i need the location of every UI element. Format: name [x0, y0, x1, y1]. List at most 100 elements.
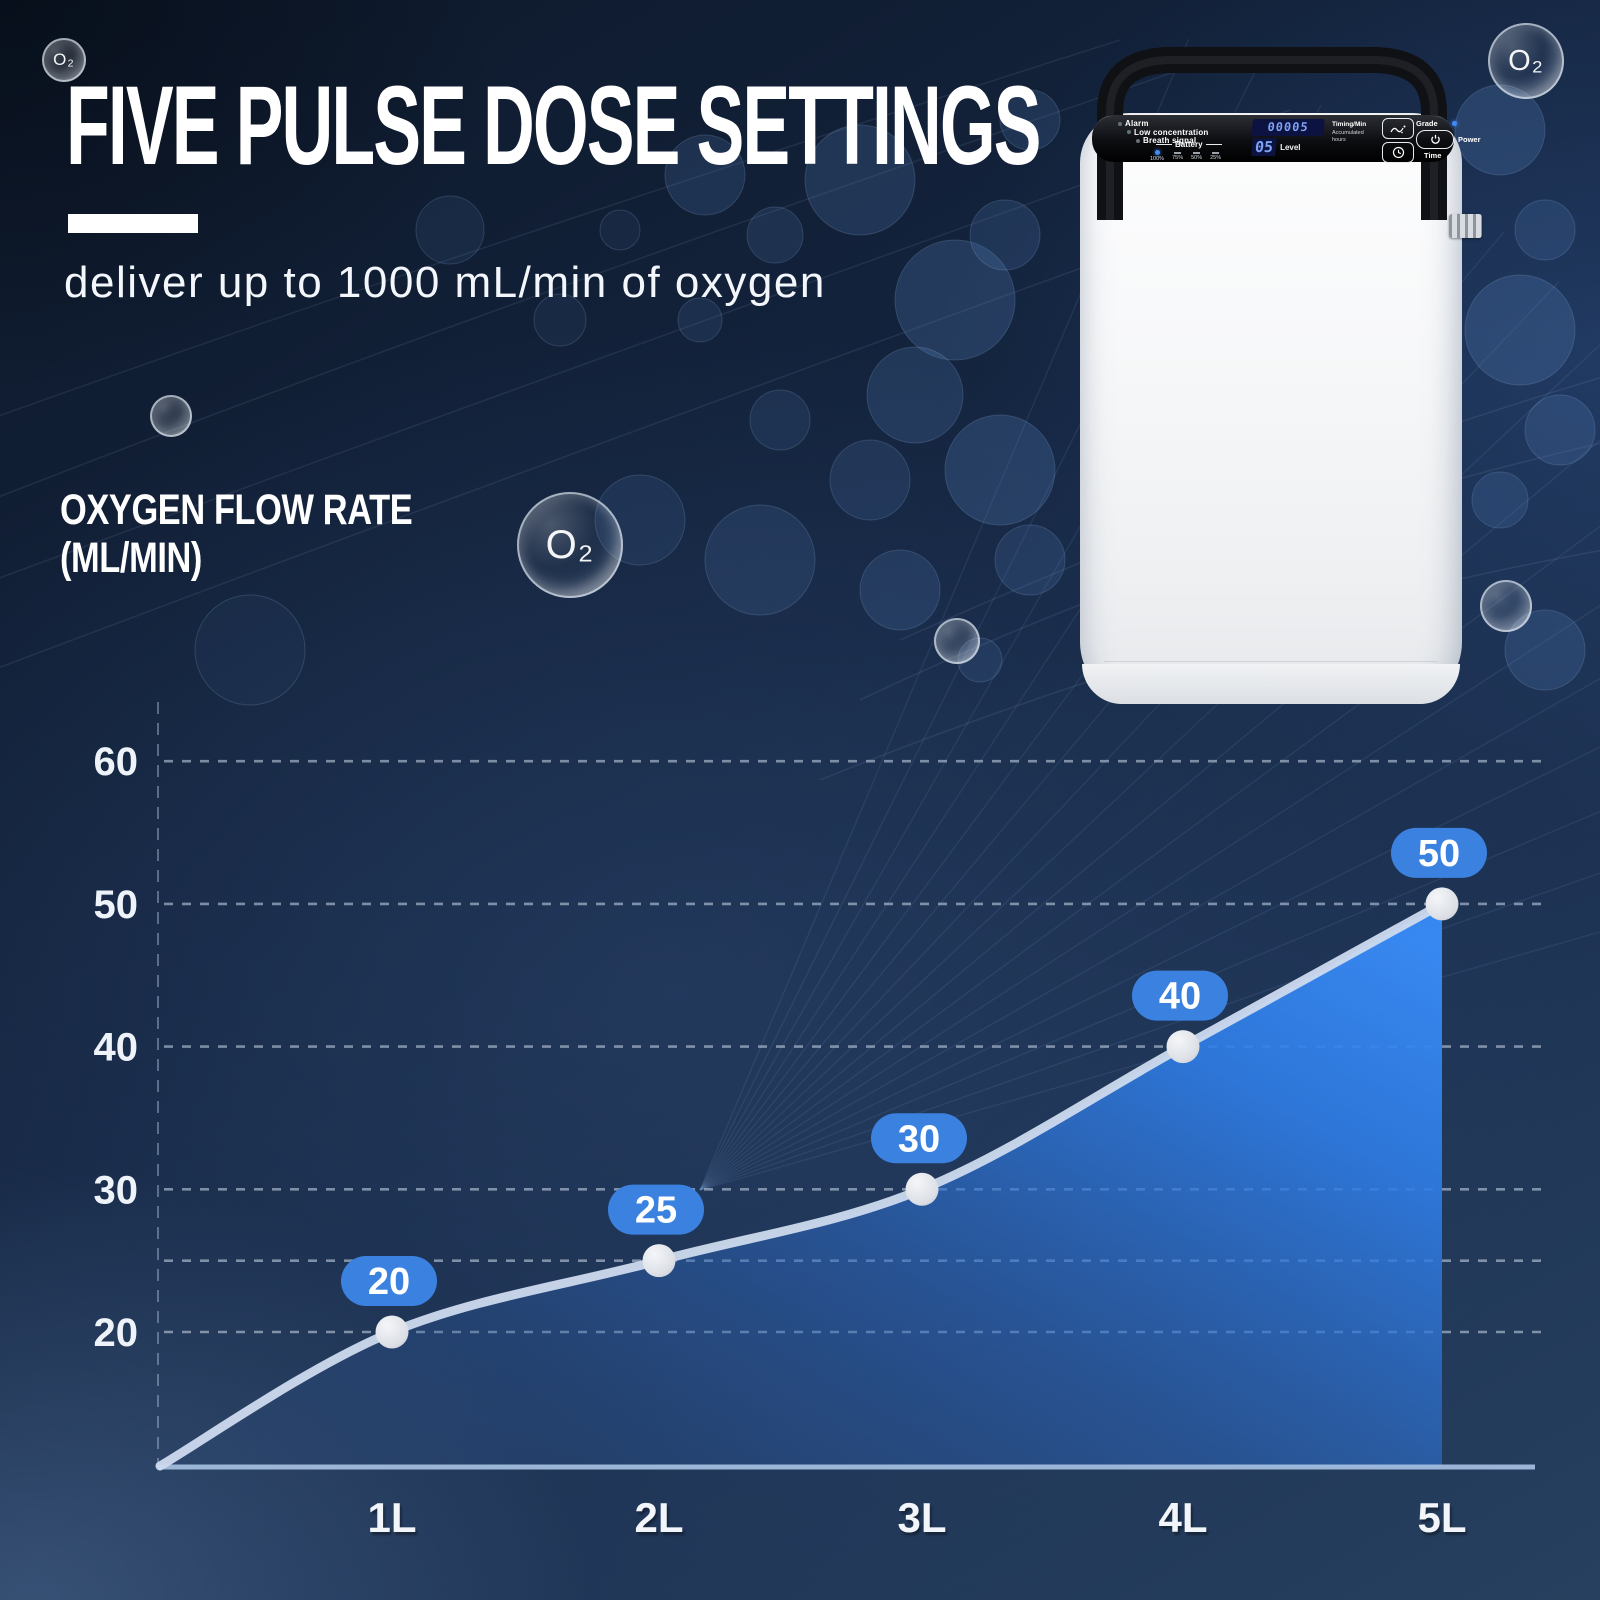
battery-level: 25% — [1210, 151, 1222, 161]
bubble-blob — [704, 504, 816, 616]
ray-line — [699, 525, 1600, 1191]
oxygen-concentrator: Alarm Low concentration Breath signal Batt… — [1060, 28, 1484, 718]
x-tick-label: 5L — [1417, 1494, 1466, 1541]
battery-tick — [1212, 151, 1220, 154]
y-tick-label: 40 — [94, 1026, 139, 1070]
point-badge — [871, 1113, 967, 1164]
battery-level-label: 100% — [1150, 156, 1165, 162]
battery-tick — [1174, 151, 1182, 154]
ray-line — [699, 810, 1600, 1191]
ray-line — [699, 677, 1600, 1191]
battery-level-label: 75% — [1172, 154, 1184, 161]
battery-bracket — [1156, 144, 1172, 145]
x-tick-label: 1L — [367, 1494, 416, 1541]
battery-level: 100% — [1150, 150, 1164, 162]
bubble-blob — [1524, 394, 1596, 466]
battery-indicator: Battery — [1156, 140, 1222, 149]
device-base — [1082, 664, 1460, 704]
y-tick-label: 50 — [94, 883, 139, 927]
anion-icon — [1390, 125, 1406, 133]
hours-label: Accumulated hours — [1332, 130, 1364, 143]
battery-level-label: 50% — [1191, 154, 1203, 161]
bubble-blob — [829, 439, 911, 521]
timer-button[interactable] — [1382, 142, 1414, 163]
data-point — [1166, 1030, 1200, 1064]
bubble-blob — [194, 594, 306, 706]
chart-axis-caption-line1: OXYGEN FLOW RATE — [60, 486, 413, 534]
data-point — [375, 1315, 409, 1349]
battery-levels: 100% 75% 50% 25% — [1150, 150, 1221, 162]
page-title: FIVE PULSE DOSE SETTINGS — [66, 63, 1041, 188]
bubble-blob — [1454, 84, 1546, 176]
point-badge — [341, 1256, 437, 1306]
device-base-seam — [1104, 661, 1438, 662]
point-badge — [608, 1184, 704, 1235]
bubble-decor — [1480, 580, 1532, 632]
wave-line — [0, 39, 1121, 417]
anion-button[interactable] — [1382, 118, 1414, 139]
bubble-blob — [866, 346, 964, 444]
indicator-alarm: Alarm — [1118, 119, 1149, 128]
device-body — [1080, 113, 1462, 704]
chart-axis-caption: OXYGEN FLOW RATE (ML/MIN) — [60, 486, 413, 582]
bubble-blob — [999, 89, 1061, 151]
bubble-blob — [746, 206, 804, 264]
area-fill — [160, 903, 1442, 1467]
timing-label: Timing/Min — [1332, 121, 1367, 128]
bubble-blob — [969, 199, 1041, 271]
point-badge-label: 25 — [635, 1190, 677, 1232]
title-underline — [68, 214, 198, 233]
power-button[interactable] — [1416, 130, 1454, 149]
bubble-blob — [804, 124, 916, 236]
o2-bubble-label: O₂ — [53, 50, 75, 69]
display-level-value: 05 — [1251, 138, 1278, 156]
power-controls: Grade Power Time — [1416, 116, 1496, 160]
o2-bubble-icon: O₂ — [1488, 23, 1564, 99]
panel-buttons — [1382, 118, 1414, 163]
bubble-blob — [944, 414, 1056, 526]
o2-bubble-icon: O₂ — [517, 492, 623, 598]
wave-line — [0, 109, 1291, 579]
point-badge — [1391, 827, 1487, 878]
y-tick-label: 20 — [94, 1311, 139, 1355]
indicator-label: Breath signal — [1143, 136, 1197, 145]
x-tick-label: 2L — [634, 1494, 683, 1541]
digital-display: 00005 05 Level — [1251, 119, 1325, 159]
point-badge-label: 30 — [898, 1118, 940, 1160]
indicator-low-concentration: Low concentration — [1127, 128, 1209, 137]
bubble-blob — [994, 524, 1066, 596]
battery-led — [1154, 150, 1160, 155]
bubble-blob — [594, 474, 686, 566]
bubble-blob — [664, 134, 746, 216]
point-badge-label: 50 — [1418, 833, 1460, 875]
oxygen-outlet-nozzle — [1449, 214, 1482, 238]
bubble-blob — [1464, 274, 1576, 386]
bubble-blob — [1471, 471, 1529, 529]
ray-line — [699, 604, 1600, 1191]
chart-axis-caption-line2: (ML/MIN) — [60, 534, 202, 582]
y-tick-label: 60 — [94, 740, 139, 784]
o2-bubble-label: O₂ — [1508, 44, 1544, 77]
time-label: Time — [1424, 151, 1442, 160]
bubble-blob — [859, 549, 941, 631]
indicator-led — [1136, 138, 1140, 143]
battery-tick — [1193, 151, 1201, 154]
indicator-led — [1118, 121, 1122, 126]
indicator-label: Low concentration — [1134, 127, 1209, 137]
battery-level: 75% — [1172, 151, 1184, 161]
ray-line — [699, 439, 1600, 1191]
o2-bubble-label: O₂ — [545, 522, 595, 567]
grade-led — [1451, 121, 1457, 126]
bubble-blob — [749, 389, 811, 451]
data-point — [642, 1244, 676, 1278]
battery-level-label: 25% — [1210, 154, 1222, 161]
level-label: Level — [1280, 142, 1301, 152]
ray-line — [699, 746, 1600, 1191]
battery-bracket — [1205, 144, 1222, 145]
bubble-blob — [1514, 199, 1576, 261]
x-tick-label: 4L — [1158, 1494, 1207, 1541]
clock-icon — [1392, 146, 1404, 159]
bubble-decor — [150, 395, 192, 437]
bubble-blob — [599, 209, 641, 251]
